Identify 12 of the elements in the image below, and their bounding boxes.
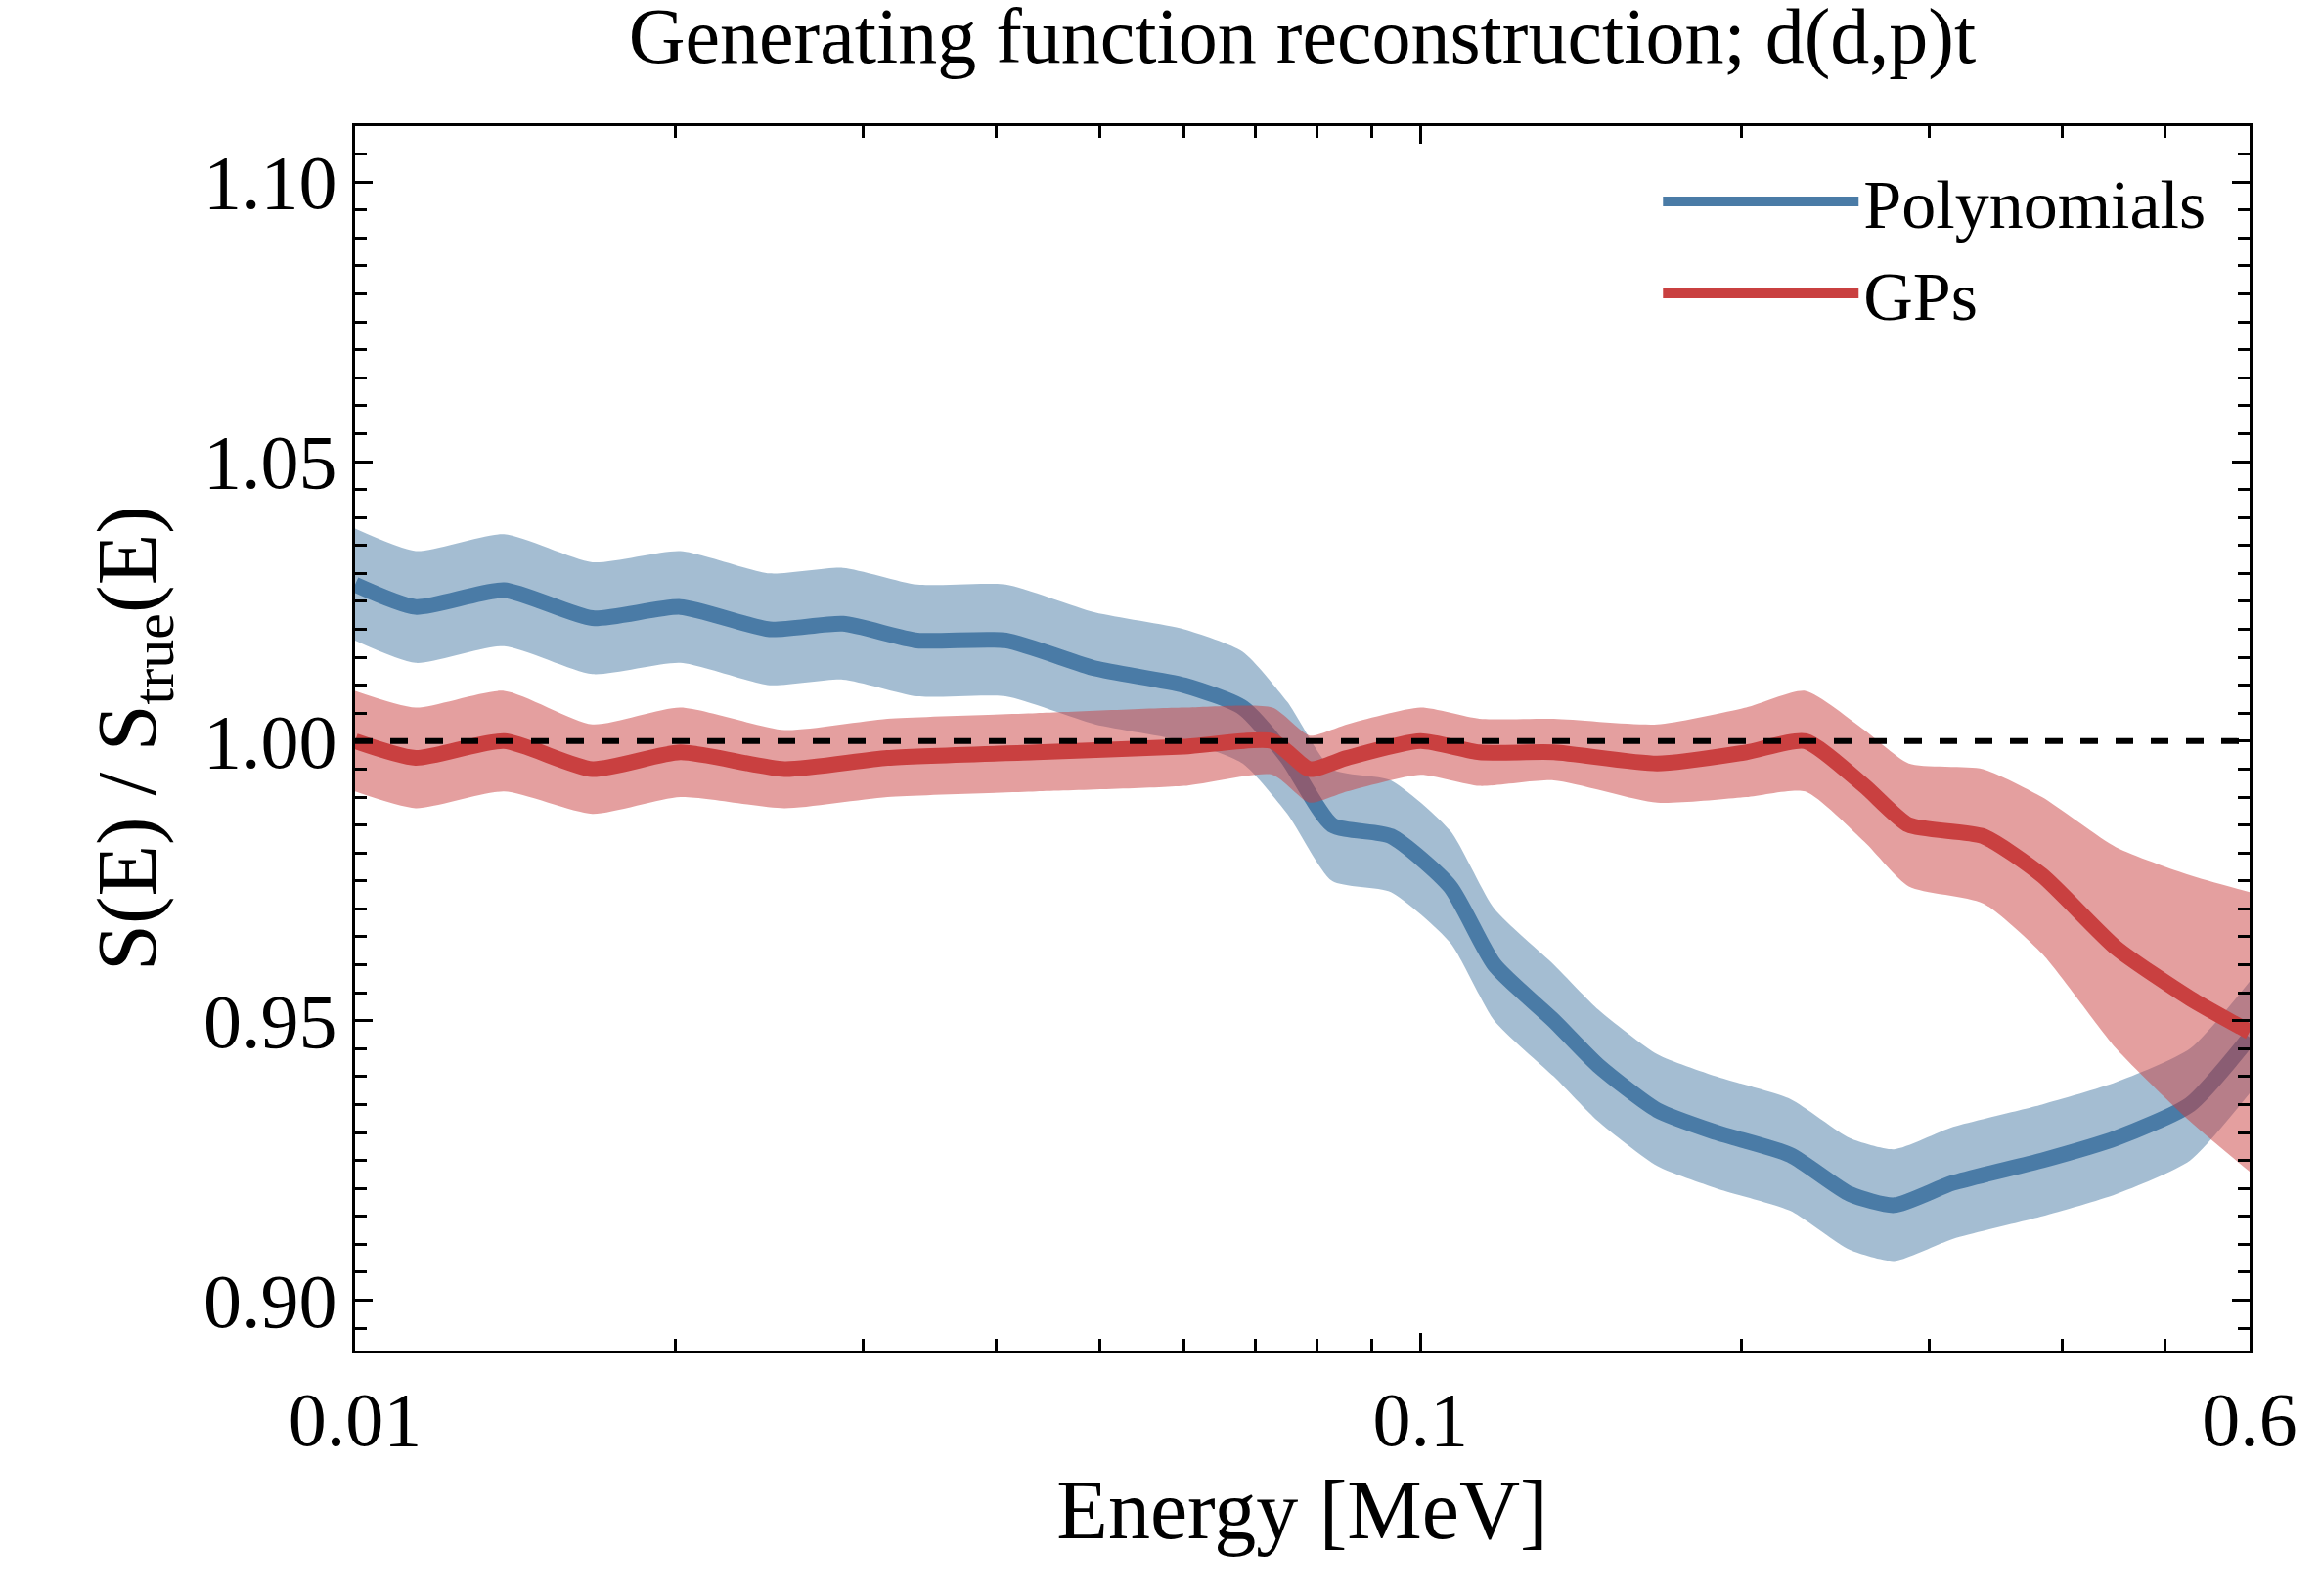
y-tick-label: 1.00 — [202, 699, 337, 785]
legend-label: GPs — [1863, 259, 1978, 335]
y-tick-label: 0.95 — [202, 979, 337, 1064]
y-tick-label: 1.05 — [202, 420, 337, 506]
x-tick-label: 0.1 — [1372, 1376, 1469, 1462]
x-tick-label: 0.6 — [2202, 1376, 2298, 1462]
chart-title: Generating function reconstruction; d(d,p)t — [628, 0, 1977, 81]
x-tick-label: 0.01 — [288, 1376, 423, 1462]
y-tick-label: 0.90 — [202, 1258, 337, 1344]
x-axis-title: Energy [MeV] — [1056, 1463, 1548, 1558]
legend-label: Polynomials — [1863, 167, 2207, 244]
y-tick-label: 1.10 — [202, 140, 337, 226]
